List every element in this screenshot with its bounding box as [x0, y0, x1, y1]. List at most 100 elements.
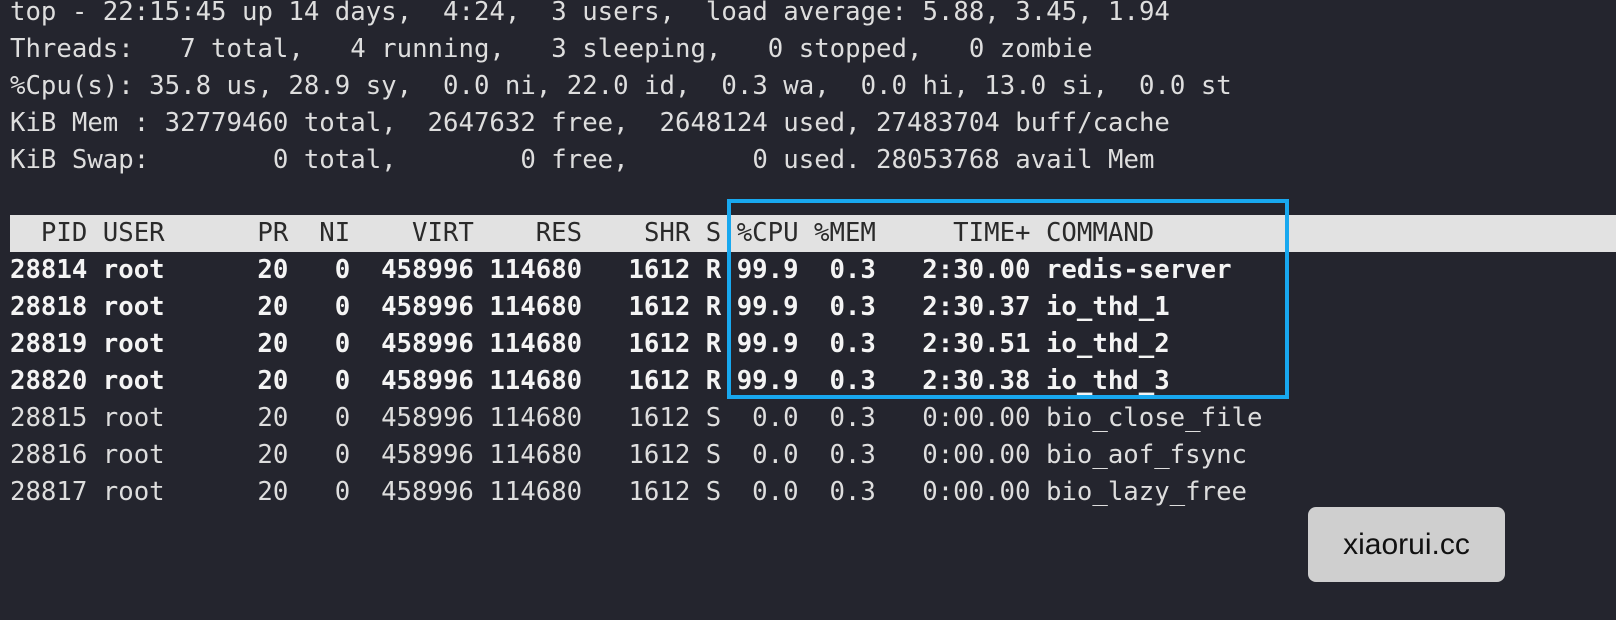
cell-cpu: 99.9	[736, 255, 799, 286]
process-row: 28817 root 20 0 458996 114680 1612 S 0.0 0.3 0:00.…	[10, 474, 1616, 511]
cell-ni: 0	[334, 292, 351, 323]
cell-user: root	[102, 329, 165, 360]
process-row: 28815 root 20 0 458996 114680 1612 S 0.0 0.3 0:00.…	[10, 400, 1616, 437]
column-header-state: S	[705, 218, 722, 249]
cell-mem: 0.3	[829, 329, 876, 360]
cell-time: 2:30.00	[922, 255, 1031, 286]
cell-command: io_thd_2	[1045, 329, 1170, 360]
summary-swap-line: KiB Swap: 0 total, 0 free, 0 used. 28053…	[10, 144, 1155, 175]
cell-res: 114680	[489, 402, 583, 433]
cell-cpu: 0.0	[752, 439, 799, 470]
cell-cpu: 99.9	[736, 365, 799, 396]
cell-mem: 0.3	[829, 365, 876, 396]
process-table-body: 28814 root 20 0 458996 114680 1612 R 99.9 0.3 2:30…	[10, 252, 1616, 510]
column-header-pr: PR	[257, 218, 289, 249]
cell-virt: 458996	[381, 402, 474, 433]
cell-time: 0:00.00	[922, 476, 1031, 507]
cell-command: bio_lazy_free	[1045, 476, 1248, 507]
cell-state: R	[705, 365, 722, 396]
cell-command: io_thd_1	[1045, 292, 1170, 323]
cell-virt: 458996	[381, 329, 474, 360]
cell-mem: 0.3	[829, 292, 876, 323]
cell-res: 114680	[489, 439, 583, 470]
cell-virt: 458996	[381, 255, 474, 286]
cell-shr: 1612	[628, 255, 691, 286]
process-row: 28820 root 20 0 458996 114680 1612 R 99.9 0.3 2:30…	[10, 363, 1616, 400]
cell-shr: 1612	[628, 439, 691, 470]
cell-pr: 20	[257, 439, 289, 470]
column-header-res: RES	[535, 218, 583, 249]
cell-pr: 20	[257, 255, 289, 286]
cell-state: R	[705, 292, 722, 323]
top-terminal-output: top - 22:15:45 up 14 days, 4:24, 3 users…	[10, 0, 1616, 510]
column-header-virt: VIRT	[412, 218, 474, 249]
cell-shr: 1612	[628, 476, 691, 507]
cell-mem: 0.3	[829, 476, 876, 507]
cell-ni: 0	[334, 365, 351, 396]
cell-res: 114680	[489, 255, 583, 286]
watermark: xiaorui.cc	[1308, 507, 1505, 582]
cpu-highlight-box	[727, 199, 1289, 399]
cell-pid: 28816	[10, 439, 88, 470]
cell-cpu: 99.9	[736, 292, 799, 323]
cell-res: 114680	[489, 476, 583, 507]
column-header-mem: %MEM	[814, 218, 876, 249]
cell-state: S	[705, 402, 722, 433]
cell-virt: 458996	[381, 365, 474, 396]
column-header-command: COMMAND	[1045, 218, 1155, 249]
cell-res: 114680	[489, 292, 583, 323]
cell-shr: 1612	[628, 292, 691, 323]
cell-shr: 1612	[628, 365, 691, 396]
cell-pr: 20	[257, 476, 289, 507]
column-header-user: USER	[102, 218, 165, 249]
cell-cpu: 99.9	[736, 329, 799, 360]
cell-cpu: 0.0	[752, 402, 799, 433]
cell-res: 114680	[489, 365, 583, 396]
cell-user: root	[102, 402, 165, 433]
cell-pid: 28818	[10, 292, 88, 323]
cell-pid: 28815	[10, 402, 88, 433]
cell-time: 2:30.51	[922, 329, 1031, 360]
cell-mem: 0.3	[829, 402, 876, 433]
cell-time: 0:00.00	[922, 439, 1031, 470]
cell-virt: 458996	[381, 476, 474, 507]
cell-cpu: 0.0	[752, 476, 799, 507]
cell-ni: 0	[334, 329, 351, 360]
cell-state: R	[705, 329, 722, 360]
cell-pr: 20	[257, 402, 289, 433]
cell-pid: 28814	[10, 255, 88, 286]
process-row: 28814 root 20 0 458996 114680 1612 R 99.9 0.3 2:30…	[10, 252, 1616, 289]
cell-shr: 1612	[628, 329, 691, 360]
cell-user: root	[102, 439, 165, 470]
summary-uptime-line: top - 22:15:45 up 14 days, 4:24, 3 users…	[10, 0, 1170, 27]
column-header-ni: NI	[319, 218, 351, 249]
cell-mem: 0.3	[829, 439, 876, 470]
summary-threads-line: Threads: 7 total, 4 running, 3 sleeping,…	[10, 33, 1093, 64]
column-header-cpu: %CPU	[736, 218, 799, 249]
cell-user: root	[102, 365, 165, 396]
cell-ni: 0	[334, 402, 351, 433]
cell-pid: 28819	[10, 329, 88, 360]
cell-ni: 0	[334, 255, 351, 286]
summary-mem-line: KiB Mem : 32779460 total, 2647632 free, …	[10, 107, 1170, 138]
column-header-shr: SHR	[643, 218, 691, 249]
process-table-header: PID USER PR NI VIRT RES SHR S %CPU %MEM TIME+ COMMA…	[10, 215, 1616, 253]
cell-pr: 20	[257, 292, 289, 323]
cell-user: root	[102, 476, 165, 507]
cell-pid: 28817	[10, 476, 88, 507]
process-row: 28818 root 20 0 458996 114680 1612 R 99.9 0.3 2:30…	[10, 289, 1616, 326]
cell-virt: 458996	[381, 292, 474, 323]
cell-pr: 20	[257, 329, 289, 360]
cell-state: S	[705, 439, 722, 470]
cell-user: root	[102, 255, 165, 286]
cell-time: 2:30.37	[922, 292, 1031, 323]
cell-time: 0:00.00	[922, 402, 1031, 433]
cell-user: root	[102, 292, 165, 323]
cell-virt: 458996	[381, 439, 474, 470]
column-header-pid: PID	[40, 218, 88, 249]
process-row: 28816 root 20 0 458996 114680 1612 S 0.0 0.3 0:00.…	[10, 437, 1616, 474]
cell-res: 114680	[489, 329, 583, 360]
cell-shr: 1612	[628, 402, 691, 433]
cell-ni: 0	[334, 439, 351, 470]
cell-mem: 0.3	[829, 255, 876, 286]
